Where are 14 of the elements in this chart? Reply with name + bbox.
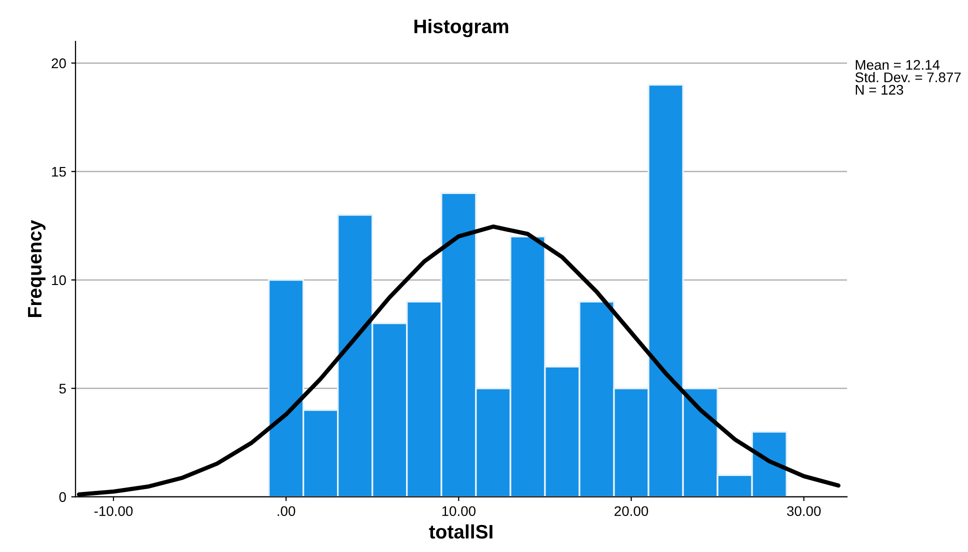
x-tick-label: .00 [278,506,296,516]
y-tick-label: 20 [52,58,66,68]
y-tick-label: 0 [59,492,66,502]
y-tick-label: 10 [52,275,66,286]
x-tick-label: 30.00 [787,506,821,516]
y-tick-label: 5 [59,384,66,394]
x-tick-label: 10.00 [442,506,476,516]
y-tick-label: 15 [52,166,66,177]
x-tick-label: -10.00 [94,506,133,516]
text: Mean = 12.14 Std. Dev. = 7.877 N = 123 [855,60,961,95]
chart-title: Histogram [414,18,508,38]
x-tick-label: 20.00 [614,506,648,516]
x-axis-title: totallSI [429,524,492,539]
y-axis-title: Frequency [28,220,46,317]
